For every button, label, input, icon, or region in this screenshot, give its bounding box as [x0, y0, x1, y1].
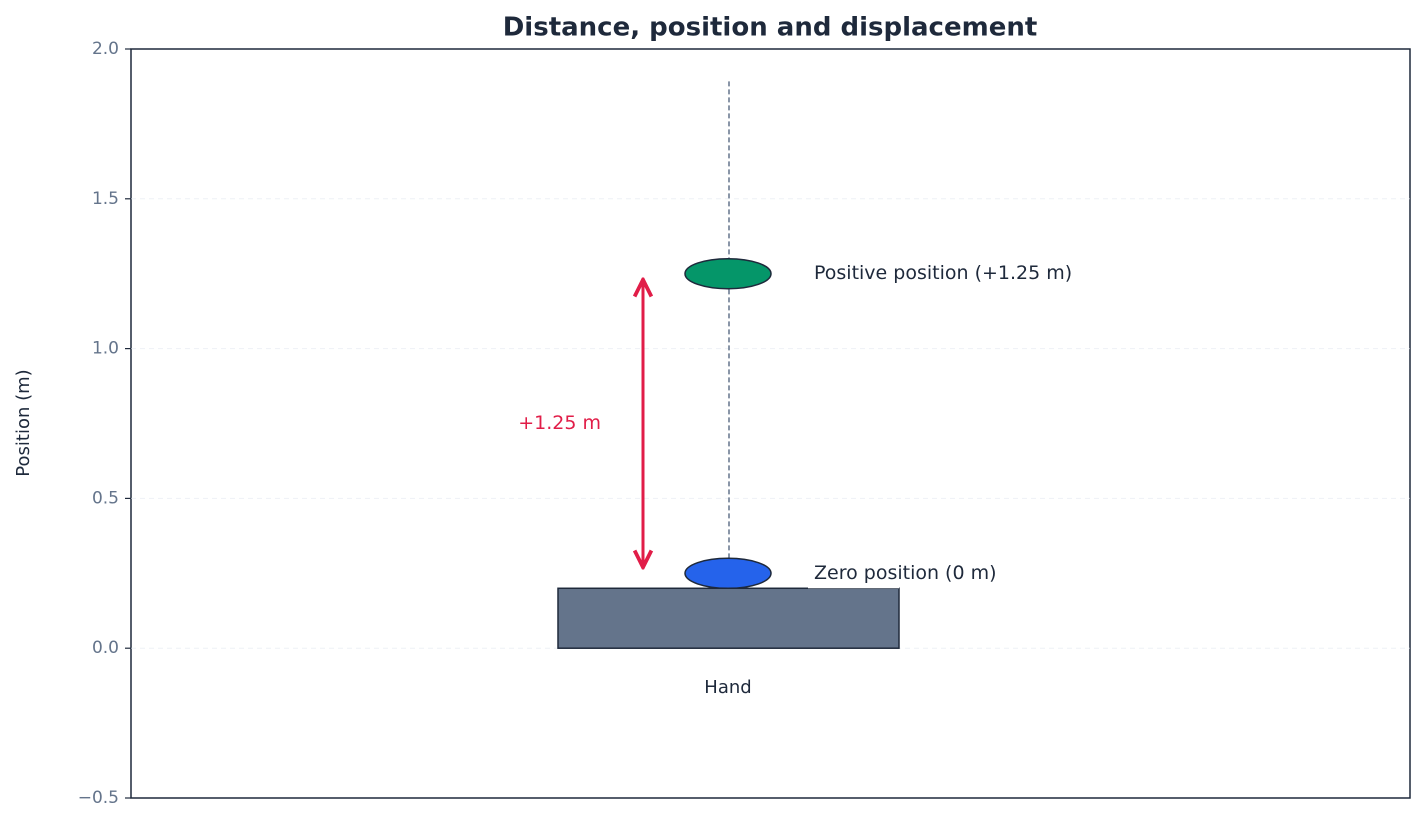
- y-tick-label: −0.5: [78, 788, 119, 808]
- plot-frame: [130, 48, 1411, 799]
- y-tick-label: 1.5: [92, 189, 119, 209]
- ball: [684, 257, 772, 290]
- ball-label: Zero position (0 m): [814, 562, 997, 584]
- ball-label: Positive position (+1.25 m): [814, 262, 1072, 284]
- y-tick-label: 2.0: [92, 39, 119, 59]
- ball: [684, 557, 772, 590]
- y-tick-label: 0.0: [92, 638, 119, 658]
- chart-title: Distance, position and displacement: [503, 13, 1038, 43]
- y-axis-label: Position (m): [13, 369, 34, 476]
- hand: [557, 587, 900, 649]
- y-tick-label: 0.5: [92, 488, 119, 508]
- y-tick-label: 1.0: [92, 339, 119, 359]
- label-background: [808, 559, 899, 589]
- arrow-label: +1.25 m: [518, 412, 601, 434]
- hand-label: Hand: [704, 677, 751, 698]
